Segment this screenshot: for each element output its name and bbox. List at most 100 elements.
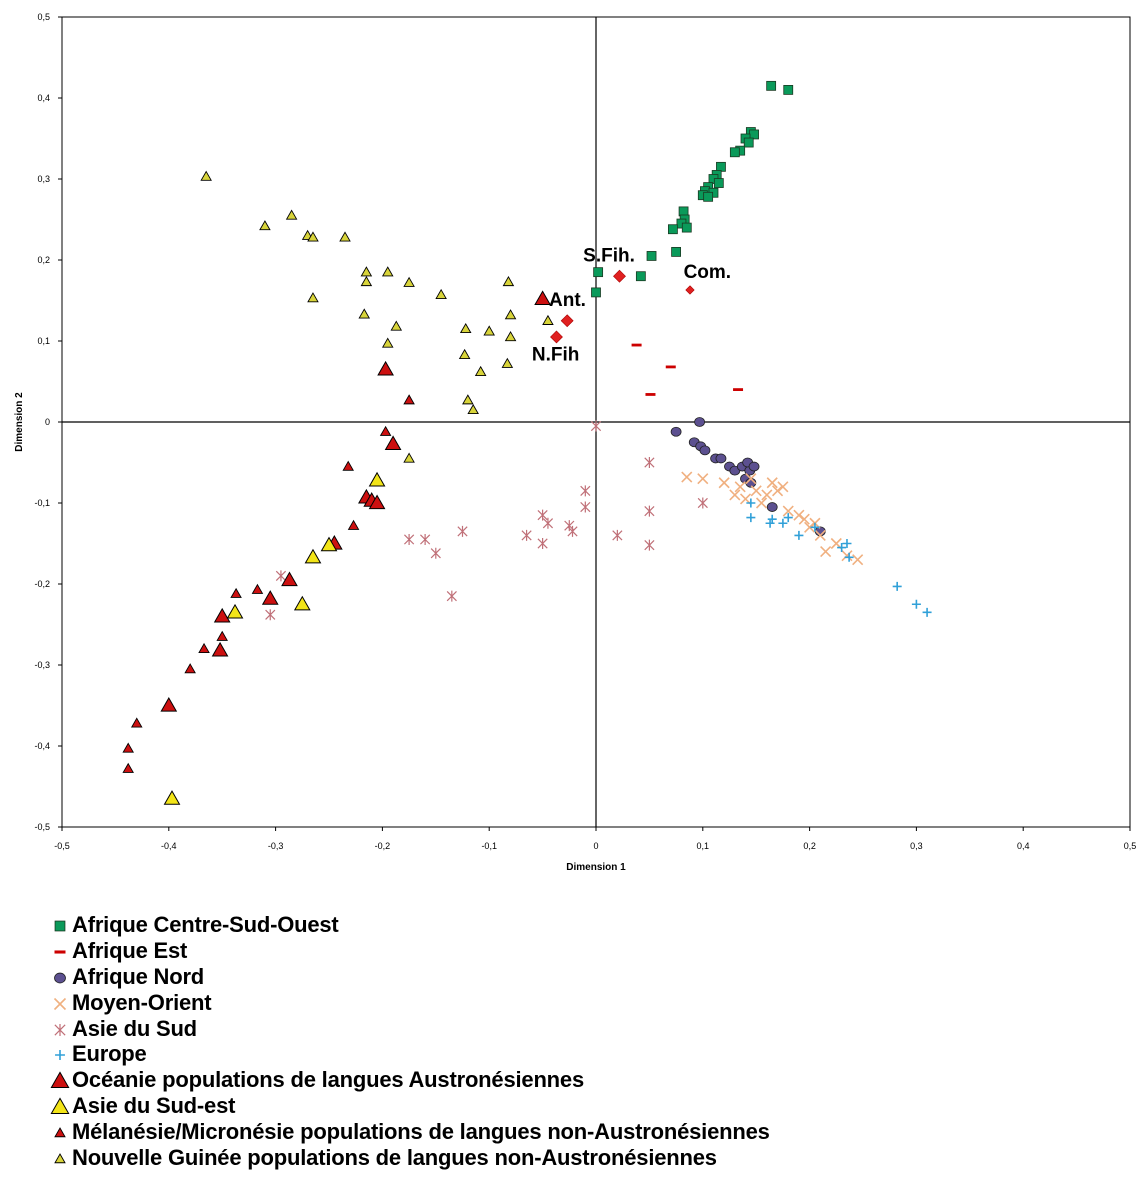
data-point <box>216 630 228 641</box>
data-point <box>635 271 646 282</box>
data-point <box>713 178 724 188</box>
data-point <box>251 583 264 594</box>
data-point <box>347 519 360 530</box>
x-tick-label: -0,4 <box>161 841 177 851</box>
data-point <box>458 348 471 359</box>
legend-marker-shape <box>54 1153 66 1164</box>
point-annotation: Ant. <box>549 290 586 311</box>
y-tick-label: -0,5 <box>34 822 50 832</box>
legend-item: Nouvelle Guinée populations de langues n… <box>48 1145 770 1171</box>
data-point <box>703 191 714 202</box>
data-point <box>275 570 287 582</box>
data-point <box>281 571 298 587</box>
y-tick-label: -0,4 <box>34 741 50 751</box>
data-point <box>265 609 276 621</box>
legend-label: Asie du Sud-est <box>72 1093 236 1119</box>
data-point <box>379 425 392 436</box>
data-point <box>697 497 708 509</box>
data-point <box>694 417 705 427</box>
data-point <box>307 231 319 242</box>
data-point <box>130 717 143 728</box>
data-point <box>358 308 371 319</box>
data-point <box>537 538 548 549</box>
x-tick-label: 0,3 <box>910 841 923 851</box>
data-point <box>766 502 778 512</box>
legend-marker-shape <box>54 972 66 984</box>
x-tick-label: -0,1 <box>481 841 497 851</box>
data-point <box>403 394 415 405</box>
data-point <box>667 224 678 235</box>
data-point <box>521 529 532 541</box>
data-point <box>501 357 514 368</box>
y-tick-label: 0,1 <box>37 336 50 346</box>
data-point <box>804 521 816 533</box>
point-annotation: N.Fih <box>532 344 580 365</box>
legend-label: Afrique Est <box>72 937 188 963</box>
legend-item: Afrique Nord <box>48 964 770 990</box>
y-tick-label: 0 <box>45 417 50 427</box>
data-point <box>200 170 212 181</box>
data-point <box>814 529 826 541</box>
y-tick-label: -0,3 <box>34 660 50 670</box>
legend-marker <box>54 920 66 932</box>
data-point <box>304 548 322 564</box>
data-point <box>534 290 551 306</box>
data-point <box>613 269 626 283</box>
legend-item: Océanie populations de langues Austronés… <box>48 1067 770 1093</box>
data-point <box>580 501 591 513</box>
data-point <box>746 498 756 508</box>
data-point <box>665 365 676 369</box>
data-point <box>644 539 655 551</box>
legend-marker <box>54 1127 66 1138</box>
data-point <box>922 607 932 617</box>
data-point <box>580 485 591 497</box>
data-point <box>560 314 574 328</box>
data-point <box>474 365 487 376</box>
data-point <box>681 471 693 483</box>
data-point <box>213 607 231 623</box>
data-point <box>339 231 351 242</box>
data-point <box>631 343 642 347</box>
data-point <box>307 292 319 303</box>
data-point <box>670 426 682 437</box>
legend-item: Europe <box>48 1041 770 1067</box>
data-point <box>593 267 604 278</box>
data-point <box>211 641 229 657</box>
data-point <box>381 337 394 348</box>
data-point <box>504 331 517 342</box>
data-point <box>645 393 656 396</box>
legend-marker <box>53 997 67 1010</box>
data-point <box>771 485 784 497</box>
legend-marker <box>54 972 66 984</box>
x-tick-label: 0 <box>593 841 598 851</box>
data-point <box>261 590 279 605</box>
data-point <box>320 536 338 552</box>
data-point <box>462 394 474 405</box>
x-tick-label: 0,5 <box>1124 841 1137 851</box>
legend-item: Moyen-Orient <box>48 990 770 1016</box>
data-point <box>837 543 847 553</box>
data-point <box>403 276 415 287</box>
legend-item: Asie du Sud <box>48 1016 770 1042</box>
data-point <box>761 489 773 501</box>
data-point <box>226 603 244 619</box>
data-point <box>820 546 832 558</box>
data-point <box>697 473 709 485</box>
data-point <box>342 460 354 471</box>
data-point <box>767 514 777 524</box>
legend-marker <box>55 1050 65 1061</box>
point-annotation: Com. <box>684 262 732 283</box>
data-point <box>542 314 554 325</box>
data-point <box>783 513 793 523</box>
data-point <box>360 266 373 277</box>
legend-label: Mélanésie/Micronésie populations de lang… <box>72 1119 770 1145</box>
y-tick-label: 0,2 <box>37 255 50 265</box>
data-point <box>646 251 657 261</box>
legend-label: Afrique Nord <box>72 963 205 989</box>
legend-label: Océanie populations de langues Austronés… <box>72 1067 584 1093</box>
x-tick-label: 0,2 <box>803 841 816 851</box>
data-point <box>755 497 768 509</box>
legend-item: Afrique Centre-Sud-Ouest <box>48 912 770 938</box>
data-point <box>718 477 730 489</box>
data-point <box>734 481 746 493</box>
